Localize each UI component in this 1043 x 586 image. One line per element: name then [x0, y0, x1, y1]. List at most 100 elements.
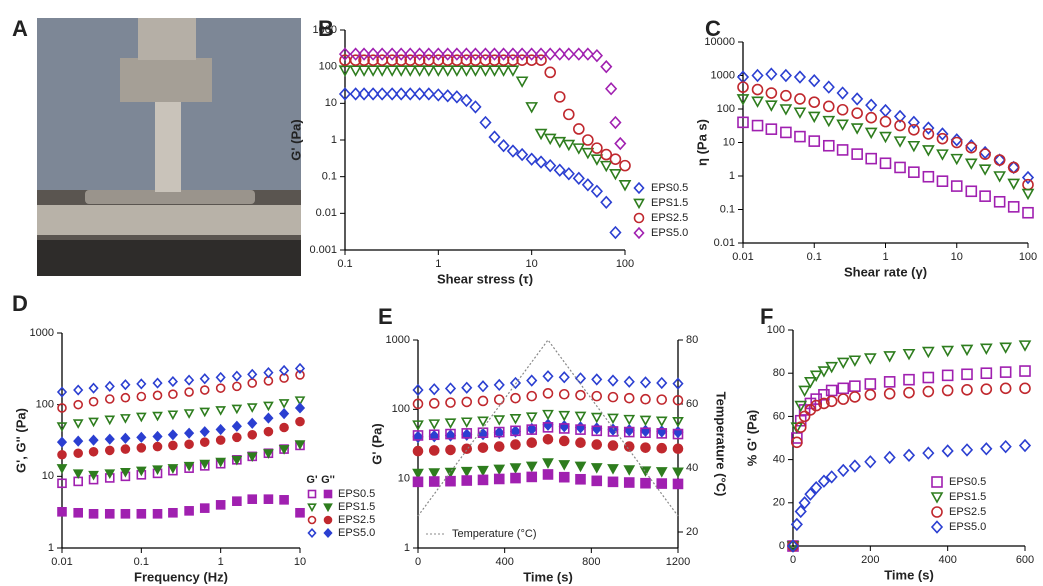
marker	[168, 507, 178, 518]
legend-label: EPS0.5	[651, 182, 688, 194]
marker	[941, 345, 955, 358]
marker	[395, 87, 408, 101]
marker	[534, 155, 548, 169]
marker	[510, 392, 521, 404]
marker	[413, 47, 426, 61]
marker	[184, 506, 194, 516]
photo-plate	[37, 205, 301, 235]
marker	[404, 47, 417, 61]
marker	[412, 430, 424, 444]
marker	[88, 509, 99, 519]
marker	[591, 422, 603, 435]
temperature-line	[417, 338, 679, 517]
marker	[672, 443, 684, 455]
marker	[444, 418, 457, 429]
marker	[850, 123, 864, 135]
marker	[941, 369, 954, 382]
marker	[412, 430, 424, 441]
marker	[640, 442, 651, 453]
marker	[358, 54, 370, 67]
marker	[450, 47, 463, 61]
x-axis-title: Time (s)	[884, 567, 934, 582]
marker	[980, 367, 993, 380]
marker	[526, 437, 538, 449]
marker	[136, 431, 147, 443]
photo-spindle	[138, 18, 196, 60]
marker	[672, 394, 684, 406]
marker	[563, 108, 575, 121]
marker	[765, 87, 778, 99]
marker	[477, 395, 489, 407]
legend-marker	[633, 198, 645, 210]
legend-label: EPS5.0	[949, 521, 986, 533]
marker	[428, 445, 440, 456]
y-tick-label: 10	[398, 473, 410, 485]
marker	[441, 89, 454, 103]
marker	[572, 143, 586, 155]
marker	[104, 445, 115, 456]
marker	[558, 371, 570, 384]
marker	[737, 116, 749, 129]
marker	[422, 47, 435, 61]
legend-marker	[323, 515, 333, 525]
marker	[607, 426, 619, 437]
x-tick-label: 10	[951, 251, 963, 263]
marker	[623, 477, 635, 488]
marker	[623, 441, 635, 452]
marker	[509, 376, 522, 390]
marker	[864, 455, 877, 469]
y-axis-title: % G' (Pa)	[744, 410, 759, 467]
y-tick-label: 100	[36, 399, 54, 411]
marker	[672, 377, 684, 390]
marker	[120, 379, 131, 391]
marker	[515, 76, 529, 88]
marker	[848, 355, 862, 367]
marker	[469, 100, 482, 114]
x-tick-label: 600	[1016, 554, 1034, 566]
marker	[950, 153, 964, 166]
marker	[152, 377, 163, 389]
legend-header: G''	[321, 474, 335, 486]
marker	[751, 83, 764, 96]
marker	[965, 141, 978, 154]
marker	[609, 168, 622, 181]
marker	[893, 109, 907, 124]
marker	[168, 389, 178, 399]
marker	[922, 385, 935, 398]
marker	[469, 65, 482, 77]
marker	[120, 432, 131, 444]
marker	[412, 420, 424, 431]
marker	[461, 428, 473, 439]
y-tick-label: 1	[404, 542, 410, 554]
marker	[609, 115, 622, 130]
y-tick-label: 10	[325, 97, 337, 109]
marker	[526, 424, 538, 435]
marker	[278, 408, 290, 420]
marker	[104, 394, 115, 404]
marker	[794, 130, 806, 143]
legend-marker	[633, 226, 645, 240]
marker	[88, 470, 99, 481]
legend-header: G'	[306, 474, 318, 486]
marker	[412, 383, 424, 397]
panel-letter: E	[378, 304, 393, 329]
marker	[413, 87, 426, 101]
marker	[444, 382, 457, 395]
marker	[215, 371, 226, 384]
legend-marker	[633, 181, 645, 195]
y2-tick-label: 60	[686, 398, 698, 410]
x-tick-label: 1	[882, 251, 888, 263]
legend-label: Temperature (°C)	[452, 528, 536, 540]
y-tick-label: 100	[392, 403, 410, 415]
marker	[88, 396, 99, 407]
marker	[599, 160, 613, 173]
legend-label: EPS1.5	[338, 501, 375, 513]
marker	[543, 133, 557, 146]
marker	[542, 458, 554, 469]
marker	[936, 127, 949, 141]
marker	[562, 47, 575, 61]
marker	[993, 154, 1006, 166]
marker	[349, 47, 362, 61]
marker	[793, 107, 807, 119]
